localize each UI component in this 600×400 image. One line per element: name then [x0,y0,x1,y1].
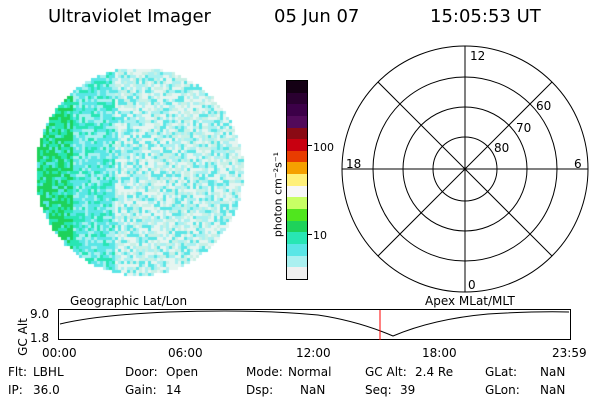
glon-value: NaN [540,383,566,397]
door-value: Open [166,365,199,379]
gain-value: 14 [166,383,182,397]
glon-label: GLon: [485,383,520,397]
colorbar-step [287,92,307,105]
timeline-frame [58,309,571,340]
polar-ring-label-80: 80 [494,141,509,155]
colorbar-step [287,220,307,233]
seq-label: Seq: [365,383,392,397]
flt-label: Flt: [8,365,27,379]
ip-label: IP: [8,383,23,397]
colorbar-tick-100: 100 [313,141,334,154]
timeline-right-title: Apex MLat/MLT [425,294,515,308]
dsp-value: NaN [300,383,326,397]
time-label: 15:05:53 UT [430,6,541,27]
timeline-left-title: Geographic Lat/Lon [70,294,188,308]
polar-label-bottom: 0 [468,278,476,292]
colorbar-step [287,185,307,198]
polar-diagonal-2 [377,81,553,257]
colorbar-step [287,267,307,279]
colorbar-step [287,174,307,186]
glat-value: NaN [540,365,566,379]
glat-label: GLat: [485,365,518,379]
colorbar-step [287,139,307,151]
polar-ring-label-70: 70 [516,121,531,135]
ip-value: 36.0 [33,383,60,397]
uv-globe-image [28,60,248,280]
polar-ring-label-60: 60 [536,99,551,113]
altitude-curve [59,310,570,337]
timeline-ylabel: GC Alt [15,318,30,356]
polar-mlt-plot: 12 18 6 0 60 70 80 [341,45,589,293]
mode-label: Mode: [246,365,283,379]
colorbar-step [287,104,307,116]
timeline-xtick-2359: 23:59 [552,346,587,360]
mode-value: Normal [288,365,332,379]
date-label: 05 Jun 07 [274,6,360,27]
colorbar-step [287,197,307,210]
colorbar-step [287,232,307,244]
polar-label-top: 12 [470,49,485,63]
timeline-xtick-0000: 00:00 [42,346,77,360]
colorbar-step [287,255,307,268]
colorbar-step [287,209,307,221]
gcalt-label: GC Alt: [365,365,407,379]
colorbar-step [287,81,307,93]
colorbar-tick-10: 10 [313,229,327,242]
flt-value: LBHL [33,365,64,379]
seq-value: 39 [400,383,416,397]
colorbar-step [287,243,307,256]
gain-label: Gain: [125,383,157,397]
timeline-xtick-1200: 12:00 [296,346,331,360]
colorbar-step [287,162,307,175]
door-label: Door: [125,365,158,379]
colorbar-step [287,115,307,128]
timeline-ytick-high: 9.0 [30,307,50,321]
timeline-xtick-1800: 18:00 [422,346,457,360]
instrument-title: Ultraviolet Imager [48,6,211,27]
timeline-plot [58,309,571,340]
colorbar-step [287,127,307,140]
gcalt-value: 2.4 Re [415,365,454,379]
polar-label-left: 18 [346,157,361,171]
polar-label-right: 6 [574,157,582,171]
colorbar-label: photon cm⁻²s⁻¹ [271,151,285,238]
colorbar [286,80,308,280]
timeline-ytick-low: 1.8 [30,331,50,345]
timeline-xtick-0600: 06:00 [168,346,203,360]
colorbar-step [287,150,307,163]
dsp-label: Dsp: [246,383,274,397]
